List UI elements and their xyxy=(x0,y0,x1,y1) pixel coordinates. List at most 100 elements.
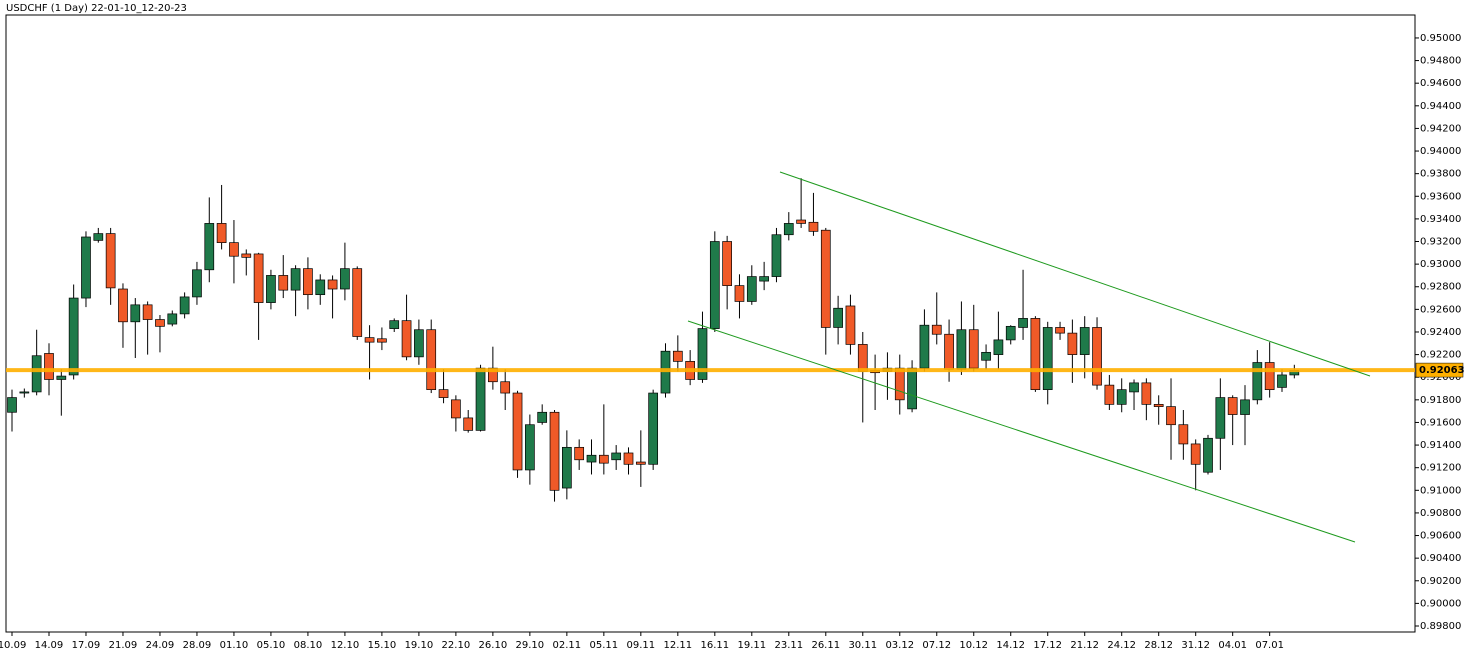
marks xyxy=(6,178,1415,502)
candle-body xyxy=(1018,318,1028,328)
x-tick-label: 22.10 xyxy=(442,640,471,651)
x-tick-label: 19.11 xyxy=(737,640,766,651)
candle-body xyxy=(377,338,387,343)
x-tick-label: 14.12 xyxy=(996,640,1025,651)
y-tick-label: 0.92400 xyxy=(1420,327,1461,338)
candle-body xyxy=(1092,327,1102,386)
candle-body xyxy=(611,452,622,461)
y-tick-label: 0.89800 xyxy=(1420,621,1461,632)
candle-body xyxy=(1252,362,1263,401)
candle-body xyxy=(93,233,104,241)
x-tick-label: 24.12 xyxy=(1107,640,1136,651)
x-tick-label: 21.12 xyxy=(1070,640,1099,651)
candle-body xyxy=(327,279,338,290)
candle-body xyxy=(1030,318,1041,391)
candle-body xyxy=(389,320,400,329)
y-tick-label: 0.94400 xyxy=(1420,101,1461,112)
candle-body xyxy=(525,424,535,471)
candle-body xyxy=(31,355,42,393)
candle-body xyxy=(808,221,819,232)
candle-body xyxy=(68,297,79,376)
candle-body xyxy=(1215,397,1226,439)
candle-body xyxy=(7,397,17,413)
y-tick-label: 0.91400 xyxy=(1420,440,1461,451)
candle-body xyxy=(734,285,745,302)
candle-body xyxy=(771,234,782,277)
x-tick-label: 23.11 xyxy=(774,640,803,651)
x-tick-label: 10.12 xyxy=(959,640,988,651)
candle-body xyxy=(981,351,991,361)
candle-body xyxy=(907,367,917,410)
candle-body xyxy=(709,241,720,329)
candle-body xyxy=(315,279,326,296)
candle-body xyxy=(229,242,239,257)
candle-body xyxy=(155,319,165,327)
candle-body xyxy=(130,304,141,323)
x-tick-label: 30.11 xyxy=(848,640,877,651)
candle-body xyxy=(956,329,967,370)
candle-body xyxy=(1005,325,1016,341)
y-tick-label: 0.90600 xyxy=(1420,531,1461,542)
candle-body xyxy=(463,417,474,431)
candle-body xyxy=(303,268,313,296)
x-tick-label: 04.01 xyxy=(1218,640,1247,651)
y-tick-label: 0.90800 xyxy=(1420,508,1461,519)
candle-body xyxy=(993,339,1004,355)
x-tick-label: 17.09 xyxy=(72,640,101,651)
x-tick-label: 09.11 xyxy=(627,640,656,651)
candle-body xyxy=(500,381,511,394)
x-tick-label: 26.10 xyxy=(479,640,508,651)
candle-body xyxy=(401,320,412,358)
candle-body xyxy=(672,350,683,362)
candle-body xyxy=(1240,399,1250,415)
y-tick-label: 0.93000 xyxy=(1420,259,1461,270)
candle-body xyxy=(820,229,831,328)
candle-body xyxy=(340,268,350,290)
x-tick-label: 07.12 xyxy=(922,640,951,651)
candle-body xyxy=(833,307,843,328)
y-tick-label: 0.92800 xyxy=(1420,282,1461,293)
y-tick-label: 0.94600 xyxy=(1420,78,1461,89)
x-tick-label: 17.12 xyxy=(1033,640,1062,651)
candle-body xyxy=(1264,362,1275,391)
candle-body xyxy=(894,367,905,401)
trendline xyxy=(687,320,1356,543)
x-tick-label: 21.09 xyxy=(109,640,138,651)
current-price-label: 0.92063 xyxy=(1419,365,1465,376)
candle-body xyxy=(586,454,597,463)
candle-body xyxy=(1153,404,1164,407)
candle-body xyxy=(1116,389,1127,405)
candle-body xyxy=(290,268,301,291)
candle-body xyxy=(1166,406,1176,426)
candle-body xyxy=(1042,327,1053,391)
candle-body xyxy=(746,276,757,302)
x-tick-label: 03.12 xyxy=(885,640,914,651)
y-tick-label: 0.91200 xyxy=(1420,463,1461,474)
candle-body xyxy=(660,350,671,394)
candle-body xyxy=(253,253,264,303)
candle-body xyxy=(167,313,178,325)
candle-body xyxy=(266,275,276,303)
y-tick-label: 0.93800 xyxy=(1420,169,1461,180)
candle-body xyxy=(1055,327,1065,334)
y-tick-label: 0.93400 xyxy=(1420,214,1461,225)
x-tick-label: 19.10 xyxy=(405,640,434,651)
x-tick-label: 05.11 xyxy=(590,640,619,651)
candle-body xyxy=(1129,382,1139,393)
y-tick-label: 0.91600 xyxy=(1420,417,1461,428)
candle-body xyxy=(1141,382,1152,405)
candle-body xyxy=(574,446,585,461)
candle-body xyxy=(1190,443,1201,465)
candle-body xyxy=(722,241,732,286)
x-tick-label: 16.11 xyxy=(700,640,729,651)
y-tick-label: 0.90000 xyxy=(1420,598,1461,609)
candle-body xyxy=(968,329,979,369)
y-tick-label: 0.92200 xyxy=(1420,350,1461,361)
candle-body xyxy=(1178,424,1189,445)
candle-body xyxy=(1277,374,1287,388)
candle-body xyxy=(648,392,659,465)
current-price-tag xyxy=(1415,362,1464,378)
candle-body xyxy=(426,329,437,391)
candle-body xyxy=(192,269,202,298)
